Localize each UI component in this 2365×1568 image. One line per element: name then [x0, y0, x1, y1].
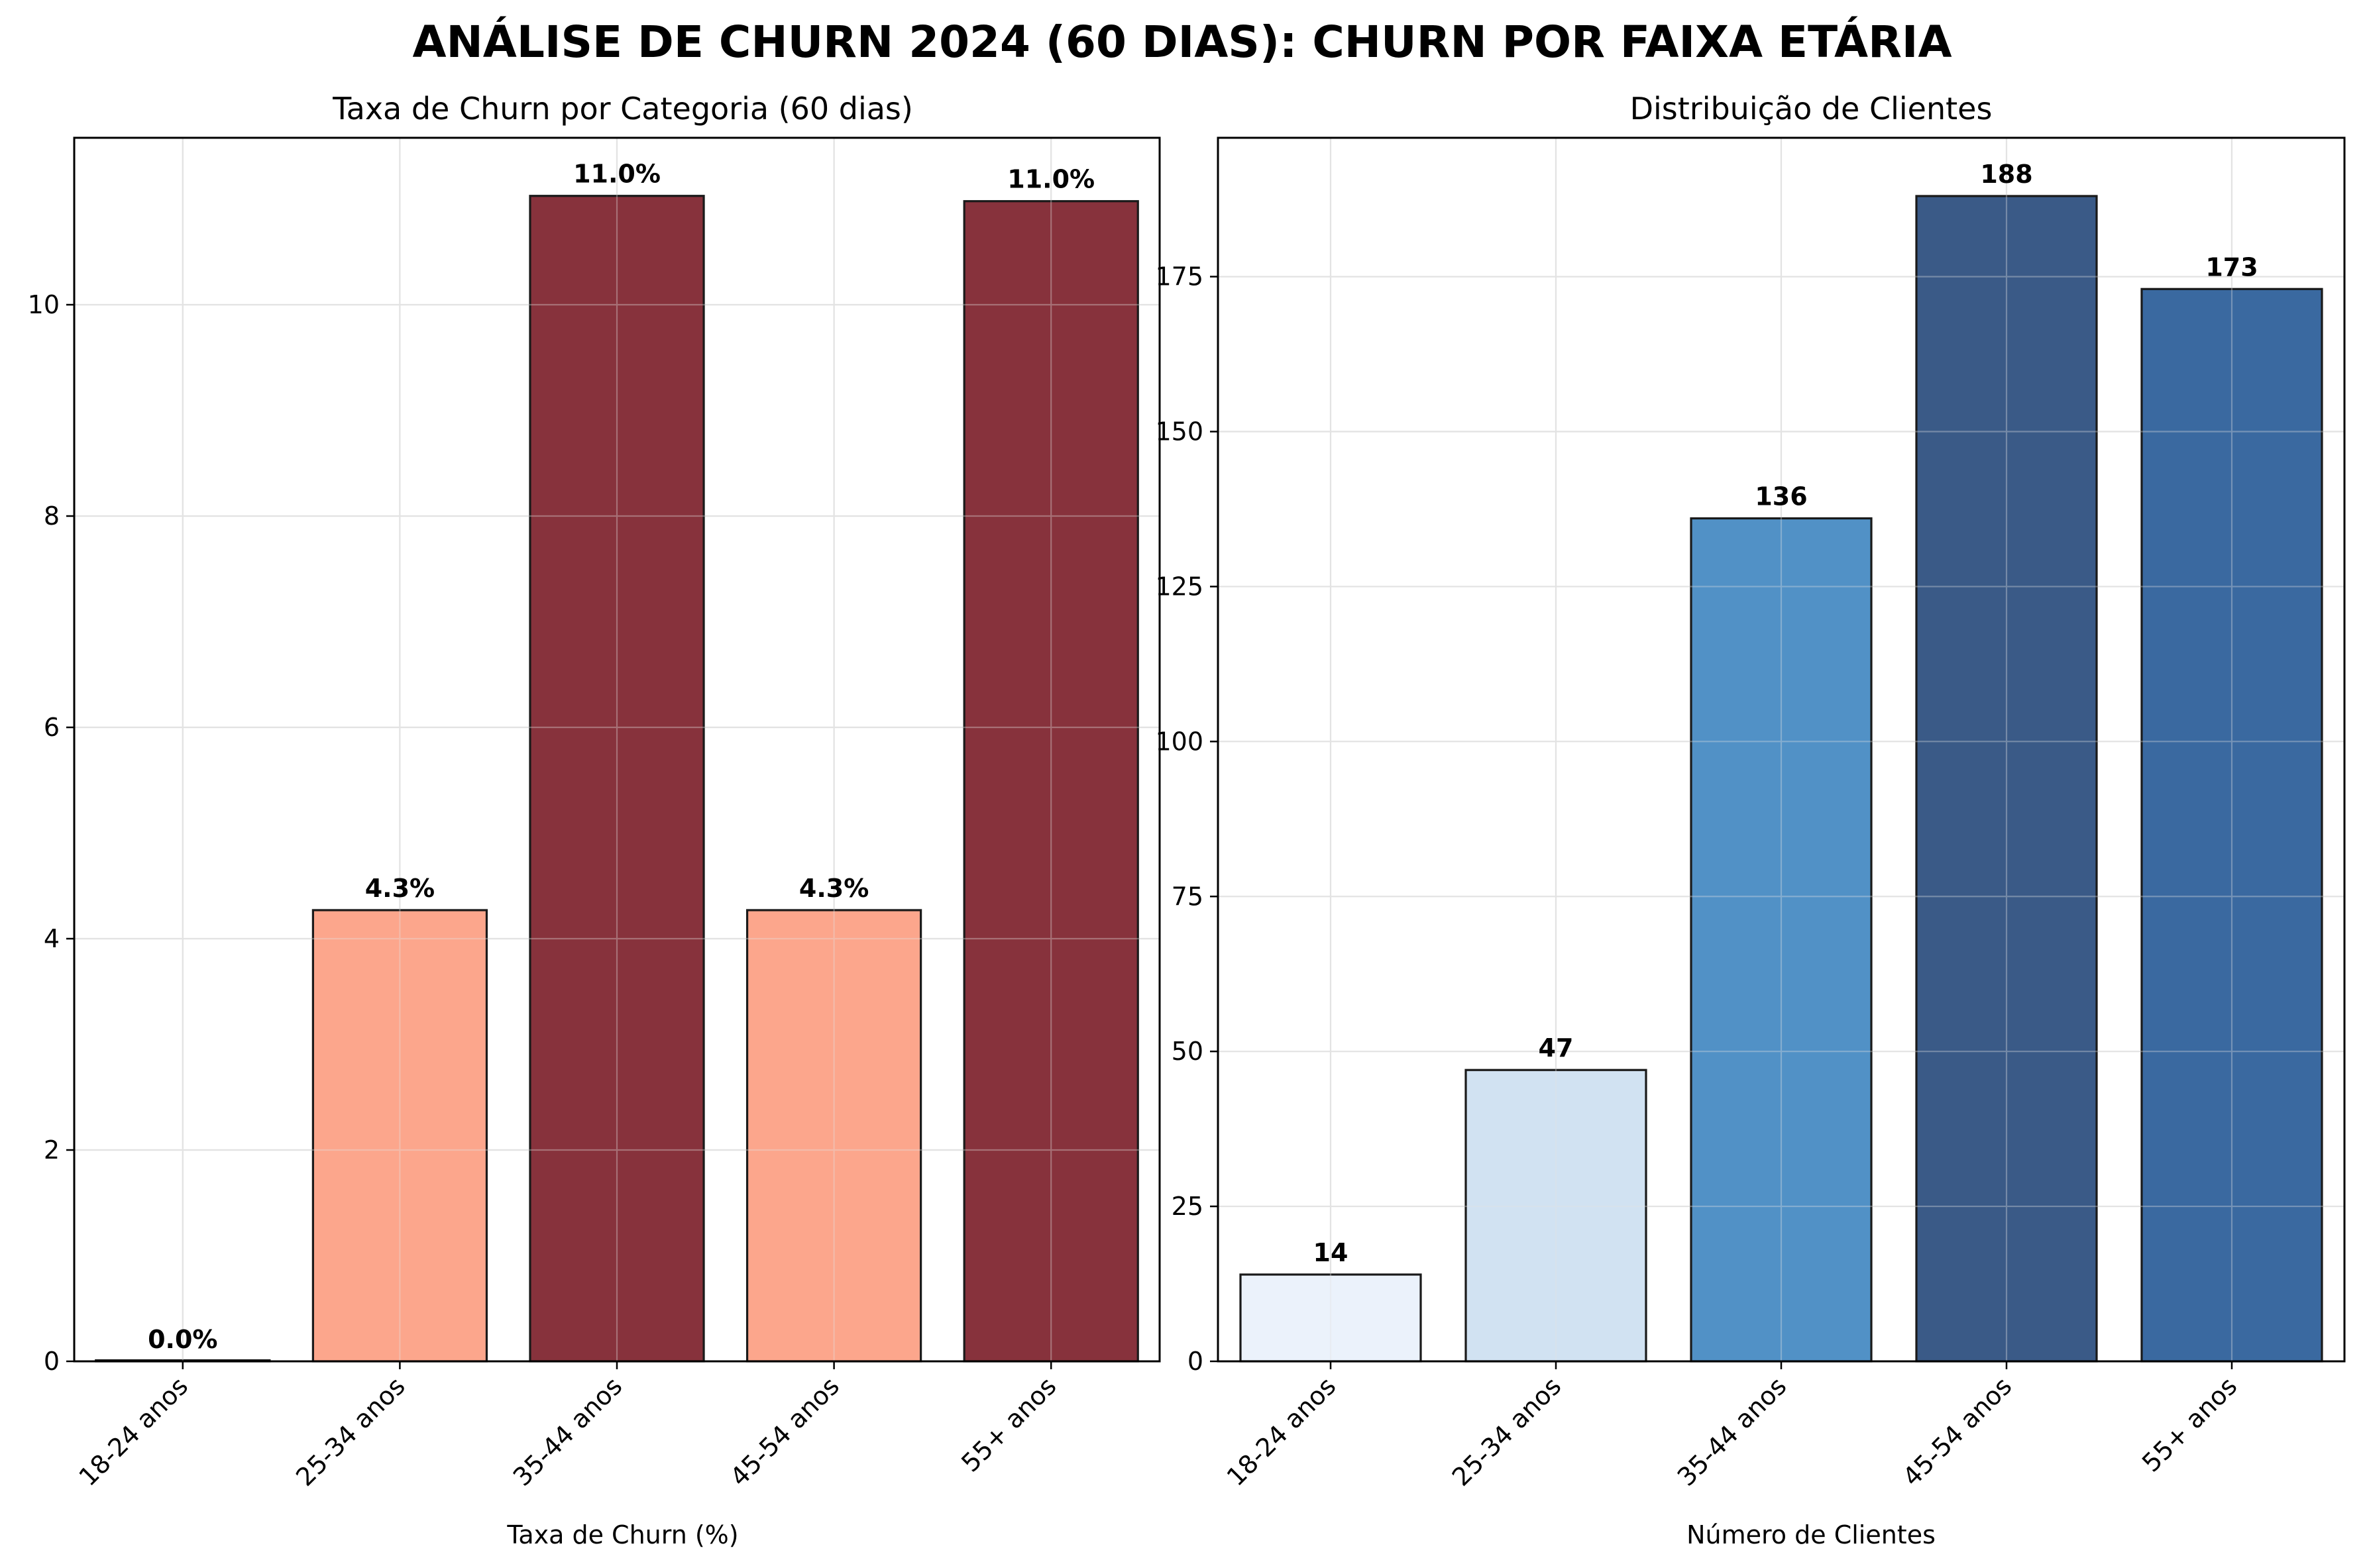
chart-customer-distribution-data-label: 188	[1980, 160, 2032, 189]
chart-customer-distribution-data-label: 173	[2205, 252, 2258, 282]
figure-title: ANÁLISE DE CHURN 2024 (60 DIAS): CHURN P…	[412, 16, 1952, 68]
chart-customer-distribution-gridlines-overlay	[1218, 138, 2344, 1363]
chart-customer-distribution-bar-35-44-anos	[1690, 517, 1873, 1363]
chart-customer-distribution-data-label: 136	[1755, 482, 1807, 511]
chart-churn-rate-bar-35-44-anos	[529, 195, 705, 1363]
chart-churn-rate-ytick-label: 0	[44, 1347, 60, 1376]
chart-customer-distribution-ytick-label: 150	[1155, 417, 1203, 446]
chart-customer-distribution-bar-45-54-anos	[1915, 195, 2098, 1363]
chart-customer-distribution-bar-18-24-anos	[1239, 1273, 1422, 1363]
chart-churn-rate-ytick-label: 4	[44, 924, 60, 953]
chart-customer-distribution-ytick-label: 100	[1155, 727, 1203, 756]
chart-customer-distribution-ytick-label: 25	[1172, 1192, 1203, 1221]
chart-customer-distribution-xlabel: Número de Clientes	[1686, 1520, 1936, 1549]
chart-churn-rate-data-label: 4.3%	[365, 874, 435, 903]
chart-customer-distribution-ytick-label: 125	[1155, 572, 1203, 601]
chart-customer-distribution-ytick-label: 75	[1172, 882, 1203, 911]
chart-churn-rate-ytick-label: 8	[44, 501, 60, 531]
chart-churn-rate-ytick-label: 10	[28, 290, 60, 319]
chart-churn-rate-ytick-label: 2	[44, 1135, 60, 1165]
chart-customer-distribution-bar-55-anos	[2140, 287, 2323, 1363]
chart-churn-rate-bar-55-anos	[963, 200, 1139, 1363]
chart-churn-rate-xlabel: Taxa de Churn (%)	[506, 1520, 738, 1549]
chart-customer-distribution-title: Distribuição de Clientes	[1630, 91, 1993, 127]
chart-churn-rate-bar-25-34-anos	[311, 909, 488, 1363]
chart-churn-rate-data-label: 11.0%	[1007, 165, 1095, 194]
chart-customer-distribution-axes-frame	[1217, 136, 2346, 1363]
chart-churn-rate-data-label: 4.3%	[799, 874, 869, 903]
chart-customer-distribution-data-label: 14	[1313, 1238, 1348, 1267]
chart-customer-distribution-bar-25-34-anos	[1464, 1069, 1647, 1363]
chart-customer-distribution-ytick-label: 175	[1155, 262, 1203, 291]
chart-customer-distribution-ytick-label: 50	[1172, 1037, 1203, 1066]
chart-customer-distribution-ytick-label: 0	[1187, 1347, 1203, 1376]
chart-churn-rate-axes-frame	[73, 136, 1161, 1363]
chart-churn-rate-bar-45-54-anos	[745, 909, 922, 1363]
chart-churn-rate-data-label: 11.0%	[573, 160, 661, 189]
chart-churn-rate-title: Taxa de Churn por Categoria (60 dias)	[332, 91, 913, 127]
chart-churn-rate-data-label: 0.0%	[148, 1325, 217, 1354]
chart-customer-distribution-data-label: 47	[1539, 1033, 1574, 1063]
chart-churn-rate-ytick-label: 6	[44, 713, 60, 742]
